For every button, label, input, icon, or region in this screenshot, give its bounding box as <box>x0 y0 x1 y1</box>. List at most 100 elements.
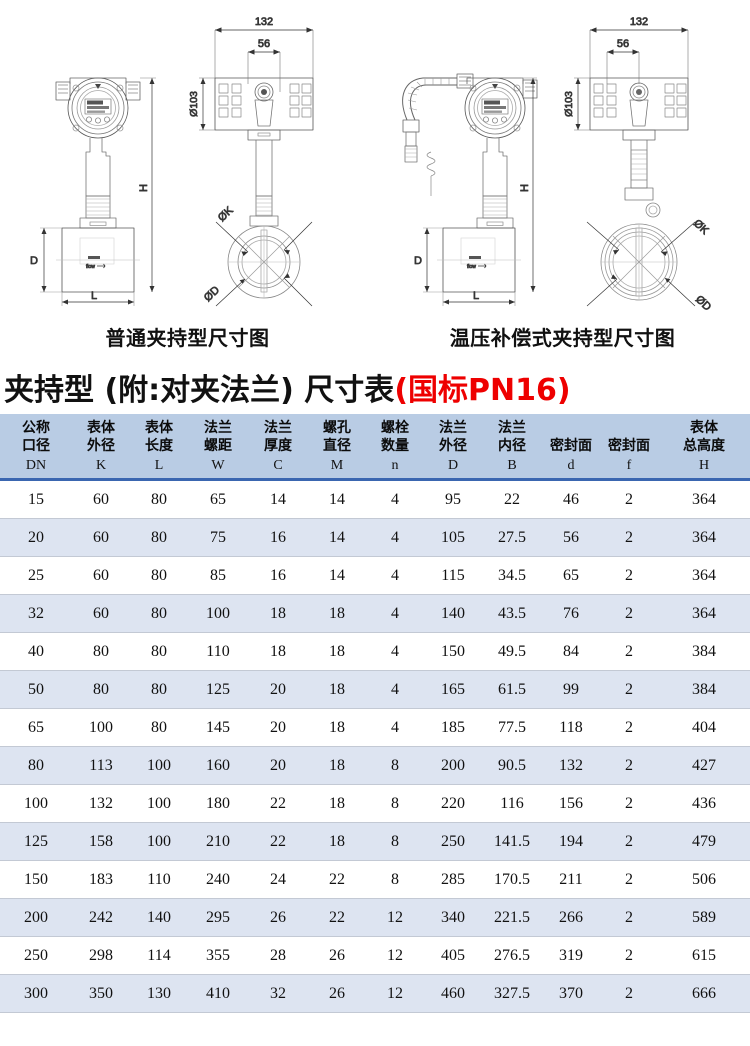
column-header-line2: 外径 <box>87 437 115 454</box>
svg-text:flow: flow <box>86 264 95 270</box>
table-header: 公称 口径 DN 表体 外径 K 表体 长度 L 法兰 螺距 W 法兰 厚度 C 螺孔 直径 M 螺栓 数量 n 法兰 外径… <box>0 414 750 482</box>
table-cell-C: 22 <box>248 784 308 824</box>
table-cell-B: 27.5 <box>482 518 542 558</box>
table-cell-H: 384 <box>658 670 750 710</box>
table-cell-d: 194 <box>542 822 600 862</box>
table-cell-L: 80 <box>130 479 188 520</box>
table-cell-B: 49.5 <box>482 632 542 672</box>
table-cell-C: 18 <box>248 594 308 634</box>
table-cell-DN: 300 <box>0 974 72 1014</box>
table-cell-W: 355 <box>188 936 248 976</box>
table-cell-W: 410 <box>188 974 248 1014</box>
dim-label-L: L <box>91 290 97 302</box>
table-cell-K: 298 <box>72 936 130 976</box>
table-cell-M: 18 <box>308 746 366 786</box>
table-cell-B: 327.5 <box>482 974 542 1014</box>
table-cell-W: 210 <box>188 822 248 862</box>
table-cell-D: 250 <box>424 822 482 862</box>
table-cell-K: 158 <box>72 822 130 862</box>
table-cell-C: 16 <box>248 518 308 558</box>
drawing-panel-ordinary: flow D L H <box>0 0 375 368</box>
table-cell-DN: 150 <box>0 860 72 900</box>
table-cell-M: 18 <box>308 594 366 634</box>
table-cell-L: 110 <box>130 860 188 900</box>
table-row: 32 60 80 100 18 18 4 140 43.5 76 2 364 <box>0 594 750 634</box>
table-cell-D: 405 <box>424 936 482 976</box>
table-cell-n: 4 <box>366 632 424 672</box>
table-cell-K: 80 <box>72 670 130 710</box>
table-cell-n: 12 <box>366 898 424 938</box>
column-header-symbol: W <box>211 457 225 473</box>
table-body: 15 60 80 65 14 14 4 95 22 46 2 364 20 60 80 75 16 14 4 105 2… <box>0 479 750 1014</box>
table-cell-B: 116 <box>482 784 542 824</box>
table-cell-W: 145 <box>188 708 248 748</box>
table-cell-D: 95 <box>424 479 482 520</box>
table-cell-d: 76 <box>542 594 600 634</box>
table-cell-D: 185 <box>424 708 482 748</box>
table-cell-H: 404 <box>658 708 750 748</box>
table-cell-K: 132 <box>72 784 130 824</box>
table-cell-f: 2 <box>600 746 658 786</box>
table-row: 150 183 110 240 24 22 8 285 170.5 211 2 506 <box>0 860 750 900</box>
table-cell-M: 18 <box>308 784 366 824</box>
table-cell-D: 220 <box>424 784 482 824</box>
column-header-symbol: f <box>626 457 632 473</box>
table-cell-M: 26 <box>308 974 366 1014</box>
table-cell-D: 340 <box>424 898 482 938</box>
table-column-header-C: 法兰 厚度 C <box>248 414 308 482</box>
table-cell-H: 364 <box>658 518 750 558</box>
table-cell-K: 60 <box>72 479 130 520</box>
table-cell-B: 221.5 <box>482 898 542 938</box>
table-cell-K: 60 <box>72 594 130 634</box>
table-cell-d: 156 <box>542 784 600 824</box>
table-cell-f: 2 <box>600 974 658 1014</box>
column-header-line1: 法兰 <box>204 420 232 436</box>
table-cell-f: 2 <box>600 860 658 900</box>
column-header-line1: 螺孔 <box>323 420 351 436</box>
table-cell-C: 24 <box>248 860 308 900</box>
table-cell-DN: 250 <box>0 936 72 976</box>
table-cell-H: 615 <box>658 936 750 976</box>
table-cell-C: 20 <box>248 708 308 748</box>
table-row: 80 113 100 160 20 18 8 200 90.5 132 2 427 <box>0 746 750 786</box>
table-cell-B: 43.5 <box>482 594 542 634</box>
dim-label-phi-D: ØD <box>693 293 713 313</box>
table-column-header-d: 密封面 d <box>542 414 600 482</box>
dim-label-D: D <box>30 255 38 267</box>
table-cell-C: 26 <box>248 898 308 938</box>
column-header-line1: 公称 <box>22 420 50 436</box>
table-cell-M: 14 <box>308 479 366 520</box>
table-cell-B: 61.5 <box>482 670 542 710</box>
column-header-line1: 表体 <box>87 420 115 436</box>
table-cell-K: 113 <box>72 746 130 786</box>
column-header-line1: 法兰 <box>439 420 467 436</box>
table-cell-n: 4 <box>366 518 424 558</box>
table-cell-C: 20 <box>248 746 308 786</box>
table-cell-C: 16 <box>248 556 308 596</box>
table-cell-B: 276.5 <box>482 936 542 976</box>
dim-label-L: L <box>473 290 479 302</box>
table-cell-n: 8 <box>366 784 424 824</box>
table-cell-M: 18 <box>308 632 366 672</box>
table-cell-W: 110 <box>188 632 248 672</box>
table-cell-W: 100 <box>188 594 248 634</box>
column-header-symbol: H <box>698 457 710 473</box>
table-cell-D: 460 <box>424 974 482 1014</box>
table-cell-d: 84 <box>542 632 600 672</box>
table-cell-M: 14 <box>308 518 366 558</box>
table-header-row: 公称 口径 DN 表体 外径 K 表体 长度 L 法兰 螺距 W 法兰 厚度 C 螺孔 直径 M 螺栓 数量 n 法兰 外径… <box>0 414 750 482</box>
table-cell-L: 80 <box>130 632 188 672</box>
table-cell-M: 18 <box>308 670 366 710</box>
table-cell-M: 22 <box>308 898 366 938</box>
column-header-symbol: d <box>567 457 575 473</box>
column-header-line2: 直径 <box>323 437 351 454</box>
table-column-header-DN: 公称 口径 DN <box>0 414 72 482</box>
table-cell-d: 46 <box>542 479 600 520</box>
table-cell-K: 80 <box>72 632 130 672</box>
dim-label-phi-K: ØK <box>216 204 236 224</box>
table-cell-K: 242 <box>72 898 130 938</box>
table-cell-B: 170.5 <box>482 860 542 900</box>
table-cell-M: 18 <box>308 822 366 862</box>
column-header-line2: 密封面 <box>608 437 650 454</box>
table-cell-K: 60 <box>72 556 130 596</box>
